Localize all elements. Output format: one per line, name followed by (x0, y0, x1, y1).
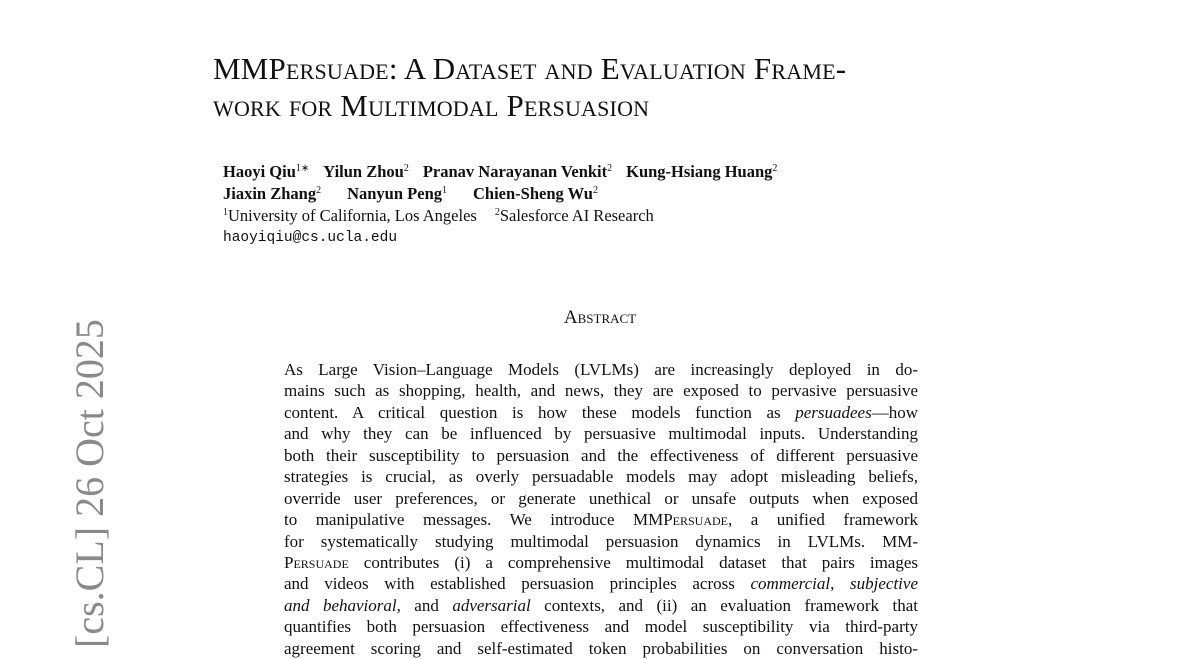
abstract-text: ersuade (293, 552, 349, 572)
author-affiliation-mark: 2 (403, 163, 409, 174)
affiliation-mark: 2 (494, 207, 500, 218)
abstract-text: subjective (850, 574, 918, 594)
title-line-2: work for Multimodal Persuasion (213, 88, 650, 123)
author-name: Pranav Narayanan Venkit (422, 162, 608, 181)
author-row-2: Jiaxin Zhang2 Nanyun Peng1 Chien-Sheng Wu2 (223, 183, 791, 205)
affiliation: 1University of California, Los Angeles (223, 206, 477, 225)
abstract-text: , a unified framework (728, 510, 918, 530)
author-affiliation-mark: 1 (442, 185, 447, 196)
author-name: Chien-Sheng Wu (473, 184, 593, 203)
abstract-line: agreement scoring and self-estimated tok… (284, 638, 918, 659)
abstract-line: Persuade contributes (i) a comprehensive… (284, 552, 918, 573)
abstract-line: mains such as shopping, health, and news… (284, 380, 918, 401)
abstract-line: both their susceptibility to persuasion … (284, 445, 918, 466)
author: Kung-Hsiang Huang2 (626, 162, 777, 181)
affiliation: 2Salesforce AI Research (495, 206, 654, 225)
author-name: Kung-Hsiang Huang (626, 162, 773, 181)
abstract-line: As Large Vision–Language Models (LVLMs) … (284, 359, 918, 380)
abstract-text: ersuade (672, 510, 729, 530)
abstract-line: to manipulative messages. We introduce M… (284, 509, 918, 530)
author: Nanyun Peng1 (347, 184, 447, 203)
abstract-text: override user preferences, or generate u… (284, 488, 918, 508)
abstract-text: P (284, 552, 294, 572)
title-line-1: MMPersuade: A Dataset and Evaluation Fra… (213, 51, 847, 86)
abstract-text: and why they can be influenced by persua… (284, 424, 918, 444)
author-affiliation-mark: 2 (772, 163, 778, 174)
abstract-text: As Large Vision–Language Models (LVLMs) … (284, 360, 918, 379)
author-affiliation-mark: 2 (607, 163, 613, 174)
abstract-text: adversarial (452, 595, 531, 615)
abstract-line: quantifies both persuasion effectiveness… (284, 616, 918, 637)
abstract-line: and why they can be influenced by persua… (284, 423, 918, 444)
abstract-text: mains such as shopping, health, and news… (284, 381, 918, 401)
abstract-text: agreement scoring and self-estimated tok… (284, 638, 918, 658)
paper-title: MMPersuade: A Dataset and Evaluation Fra… (213, 50, 846, 124)
abstract-body: As Large Vision–Language Models (LVLMs) … (284, 359, 918, 659)
abstract-line: and videos with established persuasion p… (284, 573, 918, 594)
abstract-text: persuadees (795, 402, 872, 422)
author-name: Nanyun Peng (347, 184, 442, 203)
author: Pranav Narayanan Venkit2 (423, 162, 612, 181)
author-affiliation-mark: 1∗ (295, 163, 310, 174)
author-name: Haoyi Qiu (223, 162, 296, 181)
author-row-1: Haoyi Qiu1∗ Yilun Zhou2 Pranav Narayanan V… (223, 161, 791, 183)
abstract-text: both their susceptibility to persuasion … (284, 445, 918, 465)
author: Haoyi Qiu1∗ (223, 162, 309, 181)
abstract-text: content. A critical question is how thes… (284, 402, 796, 422)
abstract-text: , and (396, 595, 453, 615)
abstract-text: contributes (i) a comprehensive multimod… (348, 552, 918, 572)
abstract-text: and videos with established persuasion p… (284, 574, 751, 594)
abstract-text: and behavioral (284, 595, 397, 615)
author: Yilun Zhou2 (323, 162, 409, 181)
affiliation-name: University of California, Los Angeles (228, 206, 477, 225)
abstract-line: and behavioral, and adversarial contexts… (284, 595, 918, 616)
abstract-line: override user preferences, or generate u… (284, 488, 918, 509)
author-affiliation-mark: 2 (592, 185, 598, 196)
abstract-line: strategies is crucial, as overly persuad… (284, 466, 918, 487)
author-name: Yilun Zhou (323, 162, 404, 181)
abstract-text: quantifies both persuasion effectiveness… (284, 617, 918, 637)
abstract-text: strategies is crucial, as overly persuad… (284, 467, 918, 487)
affiliations: 1University of California, Los Angeles 2S… (223, 205, 791, 227)
arxiv-stamp: [cs.CL] 26 Oct 2025 (67, 319, 112, 648)
abstract-line: for systematically studying multimodal p… (284, 531, 918, 552)
affiliation-name: Salesforce AI Research (499, 206, 654, 225)
abstract-text: —how (871, 402, 918, 422)
abstract-text: for systematically studying multimodal p… (284, 531, 918, 551)
abstract-text: , (830, 574, 851, 594)
abstract-text: contexts, and (ii) an evaluation framewo… (530, 595, 918, 615)
author: Chien-Sheng Wu2 (473, 184, 598, 203)
abstract-heading: Abstract (563, 307, 637, 328)
abstract-text: commercial (750, 574, 831, 594)
author-block: Haoyi Qiu1∗ Yilun Zhou2 Pranav Narayanan V… (223, 161, 791, 249)
author-name: Jiaxin Zhang (223, 184, 317, 203)
author-affiliation-mark: 2 (316, 185, 322, 196)
abstract-line: content. A critical question is how thes… (284, 402, 918, 423)
author-email[interactable]: haoyiqiu@cs.ucla.edu (223, 230, 398, 246)
abstract-text: to manipulative messages. We introduce M… (284, 510, 673, 530)
affiliation-mark: 1 (223, 207, 228, 218)
author: Jiaxin Zhang2 (223, 184, 321, 203)
